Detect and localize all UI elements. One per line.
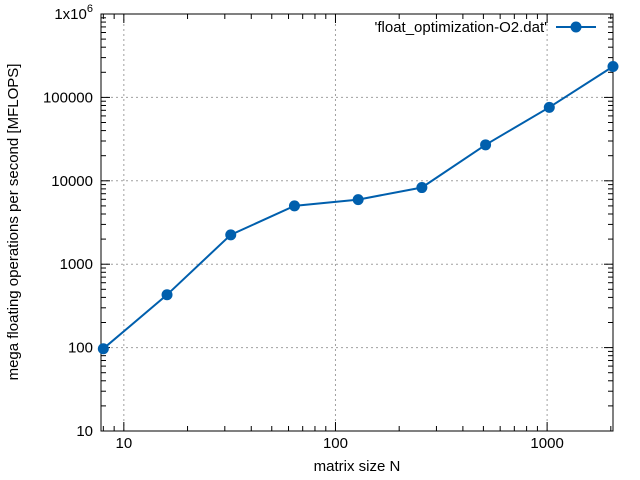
data-point [161,289,173,301]
y-tick-label: 1x106 [54,3,93,23]
y-tick-label: 10000 [51,173,93,190]
data-point [607,60,619,72]
y-tick-label-exponent: 6 [87,3,93,15]
legend-label: 'float_optimization-O2.dat' [375,19,548,36]
x-tick-label: 10 [115,435,132,452]
axis-ticks [101,13,613,432]
data-point [352,194,364,206]
y-tick-label: 10 [76,423,93,440]
plot-border [100,13,614,432]
x-axis-label: matrix size N [314,458,401,475]
series [97,60,619,355]
grid [101,14,613,431]
y-axis-label: mega floating operations per second [MFL… [5,64,22,381]
data-point [416,182,428,194]
data-point [225,229,237,241]
x-tick-label: 100 [323,435,348,452]
data-point [543,101,555,113]
tick-labels: 10 100 1000 10 100 1000 10000 100000 1x106 [43,3,564,452]
data-point [288,200,300,212]
legend-marker [570,21,582,33]
data-point [97,343,109,355]
series-line [102,65,614,350]
legend: 'float_optimization-O2.dat' [375,19,596,36]
data-point [480,139,492,151]
y-tick-label: 100 [68,340,93,357]
x-tick-label: 1000 [530,435,563,452]
y-tick-label: 1000 [60,256,93,273]
y-tick-label: 100000 [43,89,93,106]
